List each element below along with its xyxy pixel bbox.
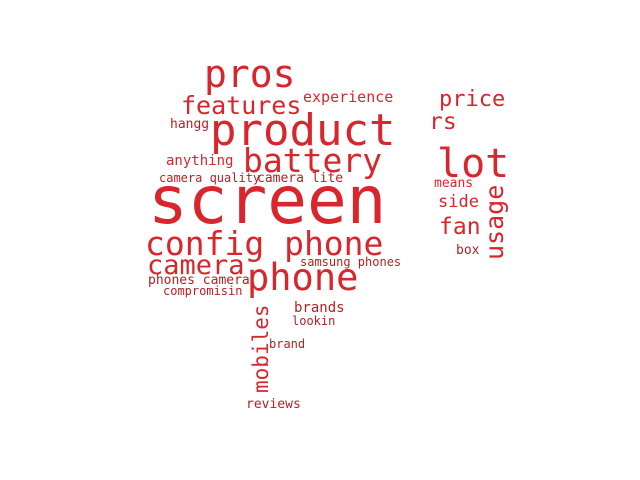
word-camera-quality[interactable]: camera quality xyxy=(159,171,261,185)
word-usage[interactable]: usage xyxy=(480,184,509,260)
word-lookin[interactable]: lookin xyxy=(292,314,336,328)
word-anything[interactable]: anything xyxy=(166,153,234,169)
word-config-phone[interactable]: config phone xyxy=(145,224,384,263)
word-box[interactable]: box xyxy=(456,243,480,258)
word-camera-lite[interactable]: camera lite xyxy=(257,171,344,186)
word-screen[interactable]: screen xyxy=(148,162,387,239)
word-camera[interactable]: camera xyxy=(147,250,245,281)
word-features[interactable]: features xyxy=(181,91,302,120)
word-rs[interactable]: rs xyxy=(429,109,457,135)
word-hangg[interactable]: hangg xyxy=(170,117,210,132)
word-fan[interactable]: fan xyxy=(439,214,481,240)
word-reviews[interactable]: reviews xyxy=(246,397,301,412)
word-brands[interactable]: brands xyxy=(294,300,345,316)
word-side[interactable]: side xyxy=(438,192,479,212)
word-lot[interactable]: lot xyxy=(437,141,510,187)
word-product[interactable]: product xyxy=(210,105,396,156)
word-brand[interactable]: brand xyxy=(269,337,306,351)
word-mobiles[interactable]: mobiles xyxy=(249,304,273,393)
word-samsung-phones[interactable]: samsung phones xyxy=(300,255,402,269)
word-battery[interactable]: battery xyxy=(243,141,383,180)
word-compromisin[interactable]: compromisin xyxy=(163,284,243,298)
word-pros[interactable]: pros xyxy=(204,52,296,96)
word-phone[interactable]: phone xyxy=(247,256,359,299)
word-phones-camera[interactable]: phones camera xyxy=(148,273,250,288)
word-experience[interactable]: experience xyxy=(303,88,394,106)
word-means[interactable]: means xyxy=(434,176,474,191)
word-price[interactable]: price xyxy=(439,87,506,112)
